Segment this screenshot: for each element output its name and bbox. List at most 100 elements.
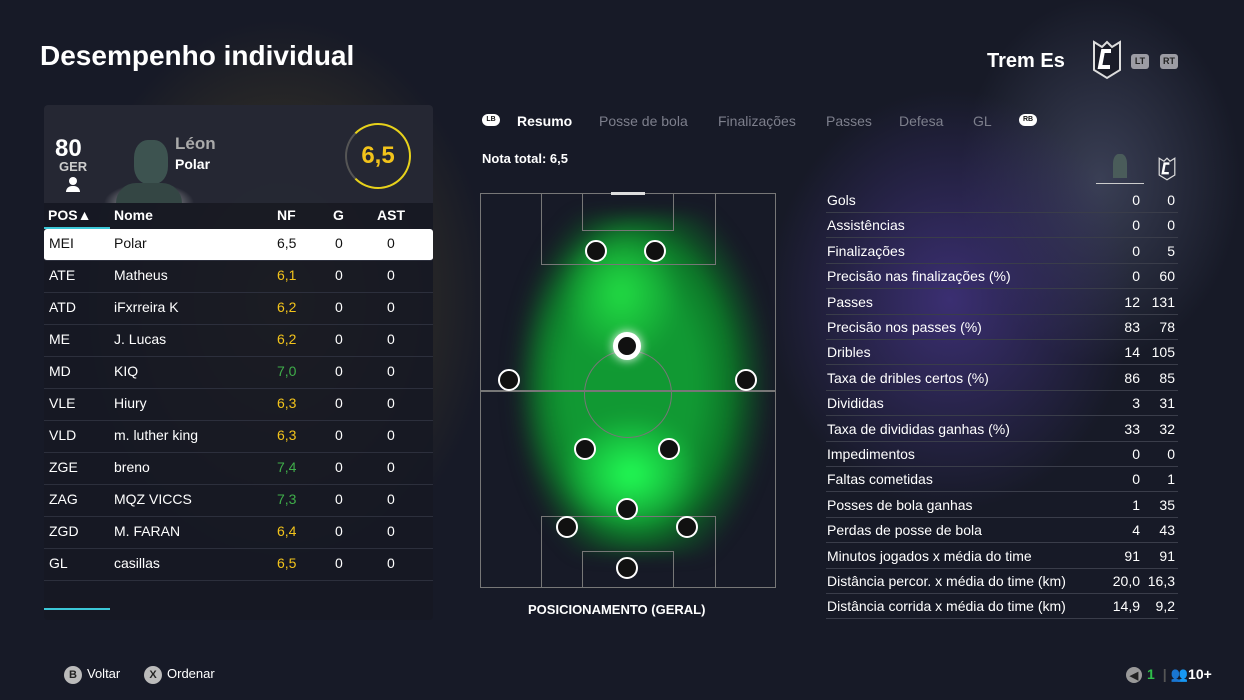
cell-g: 0 bbox=[335, 555, 343, 571]
stat-row: Distância percor. x média do time (km) 20… bbox=[826, 569, 1178, 594]
stat-row: Finalizações 0 5 bbox=[826, 239, 1178, 264]
stat-player-value: 0 bbox=[1132, 217, 1140, 234]
col-pos[interactable]: POS▲ bbox=[48, 207, 92, 223]
tab-3[interactable]: Passes bbox=[826, 113, 872, 129]
stat-row: Gols 0 0 bbox=[826, 188, 1178, 213]
table-row[interactable]: ATD iFxrreira K 6,2 0 0 bbox=[44, 293, 433, 325]
cell-pos: GL bbox=[49, 555, 68, 571]
stat-player-value: 86 bbox=[1124, 369, 1140, 386]
team-name: Trem Es bbox=[987, 50, 1065, 72]
tab-1[interactable]: Posse de bola bbox=[599, 113, 688, 129]
stat-team-value: 35 bbox=[1159, 496, 1175, 513]
col-g[interactable]: G bbox=[333, 207, 344, 223]
col-ast[interactable]: AST bbox=[377, 207, 405, 223]
lt-button[interactable]: LT bbox=[1131, 54, 1149, 69]
stat-player-value: 4 bbox=[1132, 522, 1140, 539]
sort-button[interactable]: X Ordenar bbox=[144, 666, 215, 684]
stat-team-value: 91 bbox=[1159, 547, 1175, 564]
col-name[interactable]: Nome bbox=[114, 207, 153, 223]
stat-row: Taxa de divididas ganhas (%) 33 32 bbox=[826, 417, 1178, 442]
stat-label: Distância corrida x média do time (km) bbox=[827, 598, 1066, 615]
stat-label: Assistências bbox=[827, 217, 905, 234]
stat-label: Divididas bbox=[827, 395, 884, 412]
stat-row: Impedimentos 0 0 bbox=[826, 442, 1178, 467]
cell-nf: 7,4 bbox=[277, 459, 297, 475]
table-row[interactable]: ZGE breno 7,4 0 0 bbox=[44, 453, 433, 485]
speaker-icon: ◀ bbox=[1126, 667, 1142, 683]
cell-ast: 0 bbox=[387, 395, 395, 411]
cell-nf: 6,5 bbox=[277, 555, 297, 571]
player-position-marker bbox=[616, 557, 638, 579]
cell-nf: 6,3 bbox=[277, 427, 297, 443]
lb-button[interactable]: LB bbox=[482, 114, 500, 126]
player-position-marker bbox=[556, 516, 578, 538]
table-row[interactable]: ME J. Lucas 6,2 0 0 bbox=[44, 325, 433, 357]
stat-label: Taxa de divididas ganhas (%) bbox=[827, 420, 1010, 437]
stat-team-value: 0 bbox=[1167, 446, 1175, 462]
tab-5[interactable]: GL bbox=[973, 113, 992, 129]
stat-team-value: 16,3 bbox=[1147, 573, 1175, 589]
col-nf[interactable]: NF bbox=[277, 207, 296, 223]
club-badge-icon bbox=[1093, 40, 1121, 80]
rt-button[interactable]: RT bbox=[1160, 54, 1178, 69]
cell-g: 0 bbox=[335, 491, 343, 507]
stat-row: Divididas 3 31 bbox=[826, 391, 1178, 417]
table-row[interactable]: ZGD M. FARAN 6,4 0 0 bbox=[44, 517, 433, 549]
stat-team-value: 60 bbox=[1159, 268, 1175, 285]
stat-label: Dribles bbox=[827, 344, 871, 361]
table-row[interactable]: MD KIQ 7,0 0 0 bbox=[44, 357, 433, 389]
stat-player-value: 20,0 bbox=[1112, 573, 1140, 589]
b-button-icon: B bbox=[64, 666, 82, 684]
tab-2[interactable]: Finalizações bbox=[718, 113, 796, 129]
cell-g: 0 bbox=[335, 395, 343, 411]
table-row[interactable]: VLD m. luther king 6,3 0 0 bbox=[44, 421, 433, 453]
pitch-caption: POSICIONAMENTO (GERAL) bbox=[528, 602, 706, 617]
stat-player-value: 33 bbox=[1124, 420, 1140, 437]
stat-player-value: 91 bbox=[1124, 547, 1140, 564]
table-row[interactable]: VLE Hiury 6,3 0 0 bbox=[44, 389, 433, 421]
stat-team-value: 9,2 bbox=[1155, 598, 1175, 615]
cell-g: 0 bbox=[335, 235, 343, 251]
tab-0[interactable]: Resumo bbox=[517, 113, 573, 129]
stat-label: Perdas de posse de bola bbox=[827, 522, 982, 539]
cell-name: KIQ bbox=[114, 363, 139, 379]
cell-pos: MD bbox=[49, 363, 71, 379]
stat-row: Passes 12 131 bbox=[826, 290, 1178, 315]
player-position-marker bbox=[498, 369, 520, 391]
cell-ast: 0 bbox=[387, 555, 395, 571]
cell-name: MQZ VICCS bbox=[114, 491, 192, 507]
nation: GER bbox=[59, 159, 88, 174]
table-row[interactable]: ATE Matheus 6,1 0 0 bbox=[44, 261, 433, 293]
stat-team-value: 85 bbox=[1159, 369, 1175, 386]
table-row[interactable]: MEI Polar 6,5 0 0 bbox=[44, 229, 433, 261]
cell-nf: 7,0 bbox=[277, 363, 297, 379]
rb-button[interactable]: RB bbox=[1019, 114, 1037, 126]
stat-label: Finalizações bbox=[827, 242, 905, 259]
player-position-marker bbox=[676, 516, 698, 538]
stat-team-value: 31 bbox=[1159, 395, 1175, 412]
table-row[interactable]: ZAG MQZ VICCS 7,3 0 0 bbox=[44, 485, 433, 517]
tab-4[interactable]: Defesa bbox=[899, 113, 944, 129]
cell-g: 0 bbox=[335, 427, 343, 443]
cell-ast: 0 bbox=[387, 331, 395, 347]
heatmap-pitch bbox=[480, 193, 776, 588]
cell-g: 0 bbox=[335, 331, 343, 347]
back-button[interactable]: B Voltar bbox=[64, 666, 120, 684]
cell-name: breno bbox=[114, 459, 150, 475]
cell-ast: 0 bbox=[387, 491, 395, 507]
cell-pos: ME bbox=[49, 331, 70, 347]
table-row[interactable]: GL casillas 6,5 0 0 bbox=[44, 549, 433, 581]
player-avatar bbox=[104, 135, 194, 203]
stat-row: Distância corrida x média do time (km) 14… bbox=[826, 594, 1178, 620]
total-rating: Nota total: 6,5 bbox=[482, 151, 568, 166]
back-label: Voltar bbox=[87, 666, 121, 681]
player-first-name: Léon bbox=[175, 134, 216, 153]
scroll-indicator[interactable] bbox=[44, 608, 110, 610]
cell-pos: ATE bbox=[49, 267, 76, 283]
stat-row: Faltas cometidas 0 1 bbox=[826, 467, 1178, 493]
cell-pos: ZGD bbox=[49, 523, 79, 539]
stat-label: Precisão nos passes (%) bbox=[827, 319, 982, 335]
player-position-marker bbox=[616, 498, 638, 520]
stat-player-value: 12 bbox=[1124, 293, 1140, 310]
player-column-icon bbox=[1096, 154, 1144, 184]
